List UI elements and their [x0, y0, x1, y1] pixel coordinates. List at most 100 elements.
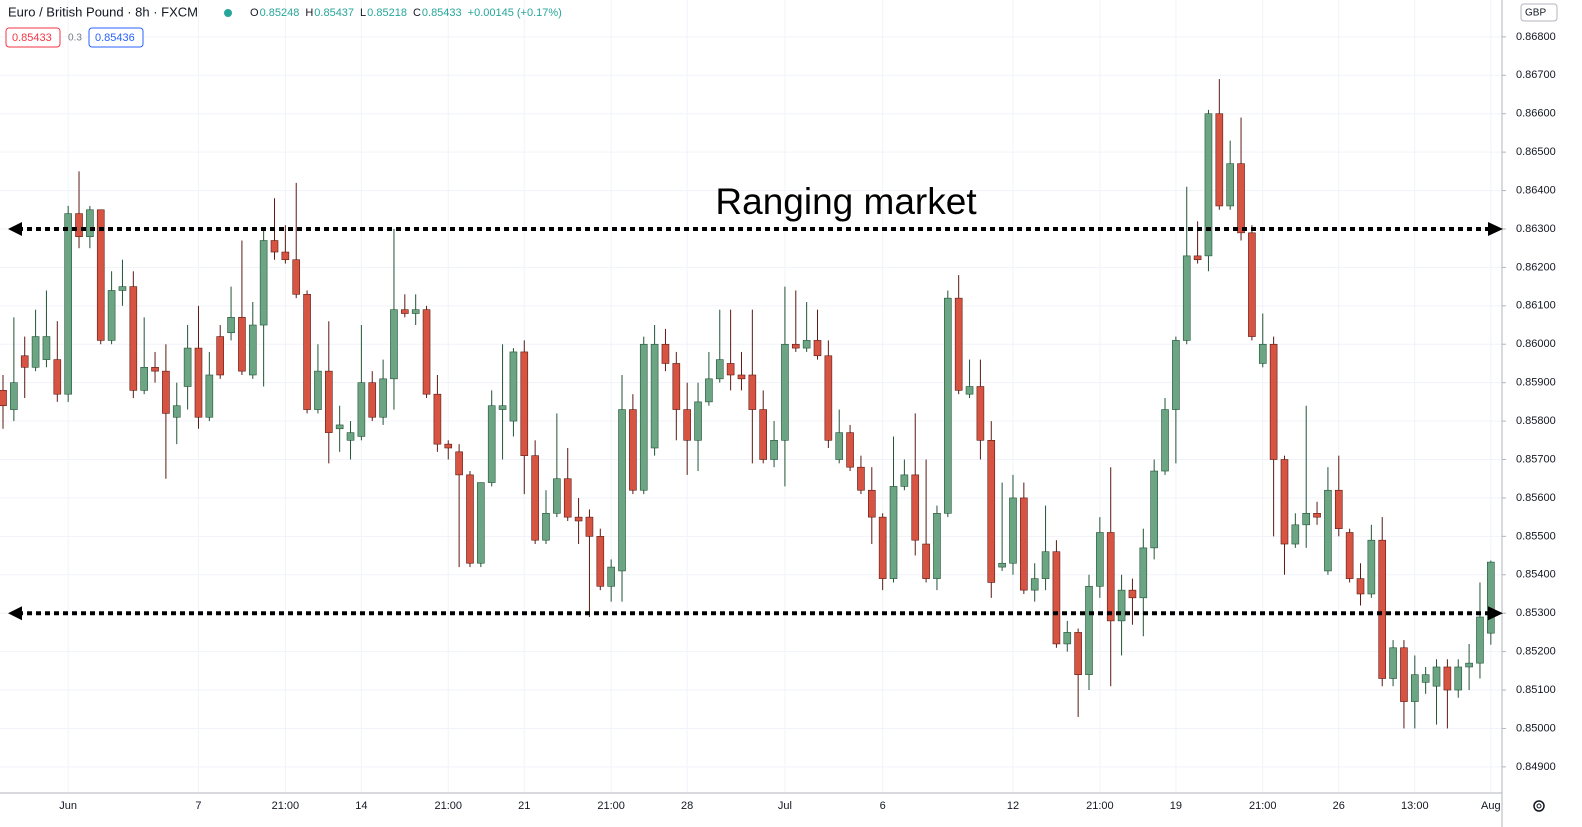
x-tick-label: 21 [518, 800, 530, 812]
candle-body [303, 294, 311, 410]
candle-body [607, 566, 615, 587]
candle-body [542, 512, 550, 541]
candle-body [824, 355, 833, 441]
candle-body [433, 393, 442, 445]
candle-body [1063, 632, 1072, 645]
candle-body [509, 351, 518, 422]
legend-label: H [305, 7, 313, 19]
candle-body [737, 374, 746, 380]
candle-body [1030, 578, 1039, 591]
candle-body [42, 336, 51, 360]
candle-body [1117, 589, 1126, 622]
candle-body [846, 432, 854, 468]
y-tick-label: 0.86600 [1516, 108, 1556, 120]
level-arrow [8, 221, 22, 236]
candle-body [411, 309, 420, 314]
settings-icon[interactable] [1533, 800, 1545, 812]
ohlc-legend: O 0.85248 H 0.85437 L 0.85218 C 0.85433 +0.00145… [250, 7, 562, 19]
legend-label: L [360, 7, 366, 19]
y-tick-label: 0.86700 [1516, 69, 1556, 81]
candle-body [1204, 113, 1213, 257]
candle-body [867, 489, 876, 518]
level-arrow [1488, 606, 1503, 621]
candle-body [1041, 551, 1050, 579]
x-tick-label: Jul [778, 800, 792, 812]
candle-body [1345, 532, 1354, 579]
candle-body [259, 240, 268, 326]
y-tick-label: 0.85300 [1516, 607, 1556, 619]
candle-body [672, 363, 681, 410]
candle-body [1009, 497, 1017, 564]
y-tick-label: 0.85400 [1516, 569, 1556, 581]
candle-body [314, 370, 322, 410]
buy-badge[interactable] [88, 27, 144, 48]
candle-body [75, 213, 83, 237]
candle-body [683, 409, 691, 441]
candle-body [933, 512, 941, 579]
candle-body [1302, 512, 1310, 526]
candle-body [1258, 343, 1267, 364]
candle-body [162, 370, 170, 414]
candle-body [770, 439, 778, 460]
candle-body [1465, 662, 1473, 668]
candle-body [292, 259, 301, 295]
candle-body [216, 336, 224, 376]
legend-value: 0.85248 [260, 7, 300, 19]
candle-body [944, 297, 952, 514]
candle-body [444, 443, 453, 449]
candle-body [151, 367, 159, 372]
buy-price: 0.85436 [95, 32, 135, 44]
candle-body [118, 286, 127, 291]
x-tick-label: 21:00 [1086, 800, 1114, 812]
y-tick-label: 0.85700 [1516, 453, 1556, 465]
candle-body [759, 409, 768, 460]
candle-body [813, 340, 822, 357]
level-arrow [1488, 221, 1503, 236]
annotation: Ranging market [715, 181, 977, 222]
candle-body [531, 455, 539, 541]
candle-body [922, 543, 930, 579]
candle-body [422, 309, 431, 395]
candle-body [96, 209, 105, 341]
candle-body [1356, 578, 1365, 595]
candle-body [1400, 647, 1408, 702]
candle-body [1106, 532, 1115, 622]
candle-body [639, 343, 648, 491]
candle-body [954, 297, 963, 391]
y-tick-label: 0.86000 [1516, 338, 1556, 350]
y-tick-label: 0.85100 [1516, 684, 1556, 696]
y-tick-label: 0.86200 [1516, 261, 1556, 273]
candle-body [1085, 585, 1093, 675]
candle-body [281, 251, 290, 261]
candle-body [585, 516, 594, 537]
candle-body [324, 370, 333, 433]
sell-badge[interactable] [5, 27, 61, 48]
legend-value: 0.85218 [367, 7, 407, 19]
x-tick-label: Jun [59, 800, 77, 812]
y-tick-label: 0.85200 [1516, 646, 1556, 658]
x-tick-label: 14 [355, 800, 367, 812]
x-tick-label: 19 [1170, 800, 1182, 812]
candle-body [1280, 459, 1289, 545]
x-tick-label: 7 [195, 800, 201, 812]
candle-body [238, 317, 246, 372]
candle-body [1432, 666, 1441, 687]
candle-body [650, 343, 659, 449]
candle-body [477, 482, 485, 564]
currency-button[interactable] [1520, 3, 1558, 22]
x-tick-label: 26 [1333, 800, 1345, 812]
candle-body [1096, 532, 1104, 587]
x-tick-label: 6 [880, 800, 886, 812]
y-tick-label: 0.86100 [1516, 300, 1556, 312]
candle-body [1020, 497, 1028, 591]
candle-body [1074, 632, 1082, 675]
legend-label: O [250, 7, 259, 19]
candles [0, 79, 1495, 729]
candle-body [1215, 113, 1224, 207]
candle-body [998, 562, 1006, 568]
candle-body [64, 213, 72, 395]
candle-body [900, 474, 909, 487]
candle-body [0, 390, 7, 407]
